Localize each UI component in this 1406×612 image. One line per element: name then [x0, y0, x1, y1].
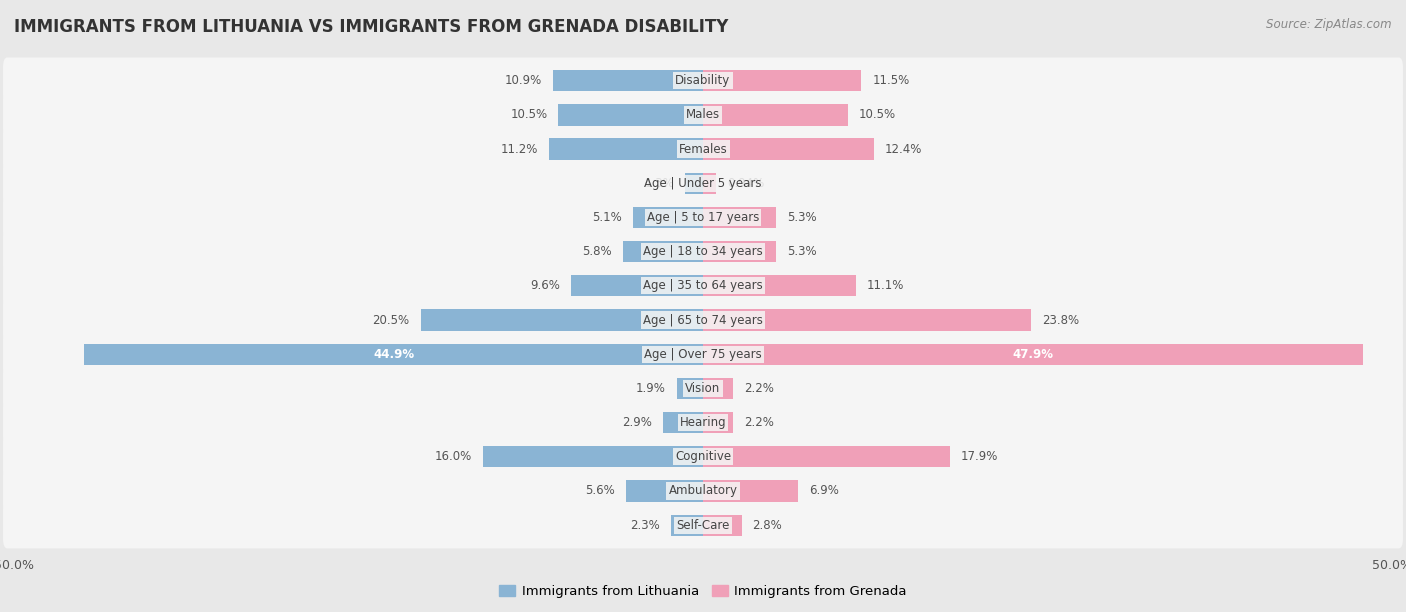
- FancyBboxPatch shape: [3, 160, 1403, 206]
- FancyBboxPatch shape: [3, 228, 1403, 275]
- Bar: [703, 70, 862, 91]
- Text: 10.5%: 10.5%: [510, 108, 547, 121]
- Text: Disability: Disability: [675, 74, 731, 88]
- Text: Age | 18 to 34 years: Age | 18 to 34 years: [643, 245, 763, 258]
- Text: 11.5%: 11.5%: [873, 74, 910, 88]
- Bar: [703, 515, 741, 536]
- Bar: [671, 515, 703, 536]
- Text: 0.94%: 0.94%: [727, 177, 765, 190]
- FancyBboxPatch shape: [3, 468, 1403, 514]
- Text: Age | 5 to 17 years: Age | 5 to 17 years: [647, 211, 759, 224]
- Text: Self-Care: Self-Care: [676, 518, 730, 532]
- Bar: [703, 275, 856, 296]
- Text: 47.9%: 47.9%: [1012, 348, 1053, 360]
- Bar: [633, 207, 703, 228]
- Text: 5.3%: 5.3%: [787, 245, 817, 258]
- Bar: [553, 70, 703, 91]
- Bar: [626, 480, 703, 502]
- Legend: Immigrants from Lithuania, Immigrants from Grenada: Immigrants from Lithuania, Immigrants fr…: [494, 580, 912, 603]
- Text: Ambulatory: Ambulatory: [668, 485, 738, 498]
- Bar: [482, 446, 703, 468]
- Bar: [664, 412, 703, 433]
- Bar: [703, 412, 734, 433]
- Bar: [703, 310, 1031, 330]
- Bar: [703, 446, 949, 468]
- Text: 10.9%: 10.9%: [505, 74, 541, 88]
- Bar: [703, 378, 734, 399]
- FancyBboxPatch shape: [3, 297, 1403, 343]
- Text: 2.8%: 2.8%: [752, 518, 782, 532]
- Bar: [703, 343, 1362, 365]
- Text: 2.3%: 2.3%: [630, 518, 661, 532]
- Bar: [571, 275, 703, 296]
- Text: 12.4%: 12.4%: [884, 143, 922, 155]
- Text: 5.1%: 5.1%: [592, 211, 621, 224]
- Text: 16.0%: 16.0%: [434, 450, 471, 463]
- Text: 2.2%: 2.2%: [744, 382, 775, 395]
- Bar: [623, 241, 703, 263]
- FancyBboxPatch shape: [3, 502, 1403, 548]
- FancyBboxPatch shape: [3, 194, 1403, 241]
- FancyBboxPatch shape: [3, 92, 1403, 138]
- FancyBboxPatch shape: [3, 365, 1403, 412]
- Bar: [703, 241, 776, 263]
- Text: 11.2%: 11.2%: [501, 143, 537, 155]
- Text: 5.6%: 5.6%: [585, 485, 614, 498]
- Text: 44.9%: 44.9%: [373, 348, 415, 360]
- Text: Males: Males: [686, 108, 720, 121]
- Text: Cognitive: Cognitive: [675, 450, 731, 463]
- Text: 2.2%: 2.2%: [744, 416, 775, 429]
- Bar: [548, 138, 703, 160]
- Bar: [420, 310, 703, 330]
- Bar: [703, 173, 716, 194]
- Text: Females: Females: [679, 143, 727, 155]
- Text: 5.3%: 5.3%: [787, 211, 817, 224]
- FancyBboxPatch shape: [3, 331, 1403, 378]
- Text: Age | 65 to 74 years: Age | 65 to 74 years: [643, 313, 763, 327]
- Bar: [703, 104, 848, 125]
- Text: 1.3%: 1.3%: [644, 177, 673, 190]
- Text: 17.9%: 17.9%: [960, 450, 998, 463]
- Text: Age | 35 to 64 years: Age | 35 to 64 years: [643, 279, 763, 293]
- Text: Vision: Vision: [685, 382, 721, 395]
- Text: 2.9%: 2.9%: [621, 416, 652, 429]
- Text: Hearing: Hearing: [679, 416, 727, 429]
- FancyBboxPatch shape: [3, 58, 1403, 104]
- Text: 9.6%: 9.6%: [530, 279, 560, 293]
- Text: 23.8%: 23.8%: [1042, 313, 1078, 327]
- Text: Age | Under 5 years: Age | Under 5 years: [644, 177, 762, 190]
- Bar: [84, 343, 703, 365]
- Bar: [676, 378, 703, 399]
- FancyBboxPatch shape: [3, 400, 1403, 446]
- FancyBboxPatch shape: [3, 263, 1403, 309]
- Text: 10.5%: 10.5%: [859, 108, 896, 121]
- Text: 5.8%: 5.8%: [582, 245, 612, 258]
- Bar: [703, 480, 799, 502]
- Text: 6.9%: 6.9%: [808, 485, 839, 498]
- Bar: [685, 173, 703, 194]
- Bar: [558, 104, 703, 125]
- Text: Age | Over 75 years: Age | Over 75 years: [644, 348, 762, 360]
- Bar: [703, 207, 776, 228]
- Bar: [703, 138, 875, 160]
- Text: 11.1%: 11.1%: [868, 279, 904, 293]
- FancyBboxPatch shape: [3, 126, 1403, 173]
- Text: 20.5%: 20.5%: [373, 313, 409, 327]
- Text: 1.9%: 1.9%: [636, 382, 666, 395]
- Text: Source: ZipAtlas.com: Source: ZipAtlas.com: [1267, 18, 1392, 31]
- FancyBboxPatch shape: [3, 433, 1403, 480]
- Text: IMMIGRANTS FROM LITHUANIA VS IMMIGRANTS FROM GRENADA DISABILITY: IMMIGRANTS FROM LITHUANIA VS IMMIGRANTS …: [14, 18, 728, 36]
